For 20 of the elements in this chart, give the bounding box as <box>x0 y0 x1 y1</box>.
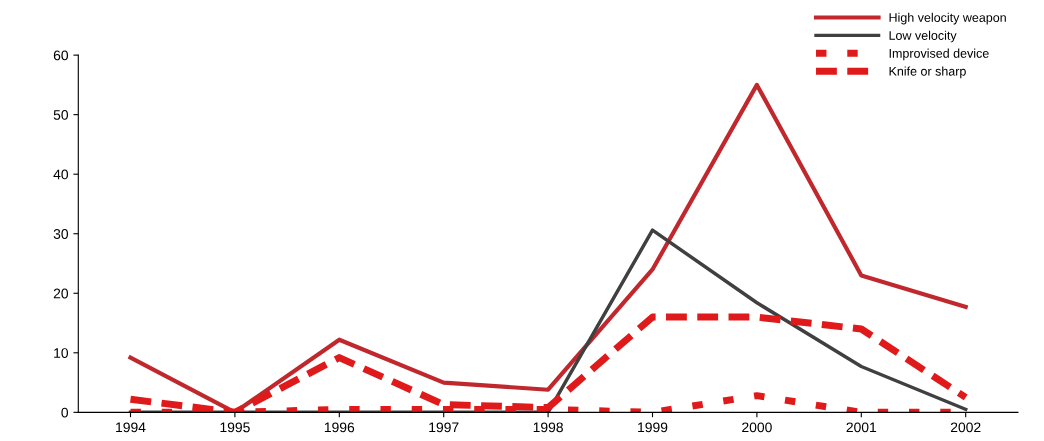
x-tick-label: 2002 <box>950 422 981 433</box>
y-tick-label: 60 <box>53 50 69 61</box>
y-tick-label: 30 <box>53 229 69 239</box>
x-tick-label: 1994 <box>116 422 146 433</box>
x-tick-label: 2001 <box>846 422 877 433</box>
x-tick-label: 1996 <box>324 422 355 433</box>
y-tick-label: 40 <box>53 169 69 180</box>
y-tick-label: 50 <box>53 109 69 120</box>
y-tick-label: 20 <box>53 288 69 299</box>
x-tick-label: 2000 <box>742 422 772 433</box>
x-tick-label: 1999 <box>638 422 668 433</box>
x-tick-label: 1995 <box>220 422 250 433</box>
x-tick-label: 1997 <box>429 422 459 433</box>
legend-label: High velocity weapon <box>889 12 1006 25</box>
legend-label: Knife or sharp <box>889 66 966 79</box>
y-tick-label: 0 <box>61 407 69 418</box>
legend-label: Low velocity <box>889 30 957 43</box>
legend-label: Improvised device <box>889 48 989 61</box>
x-tick-label: 1998 <box>533 422 563 433</box>
y-tick-label: 10 <box>54 348 69 358</box>
